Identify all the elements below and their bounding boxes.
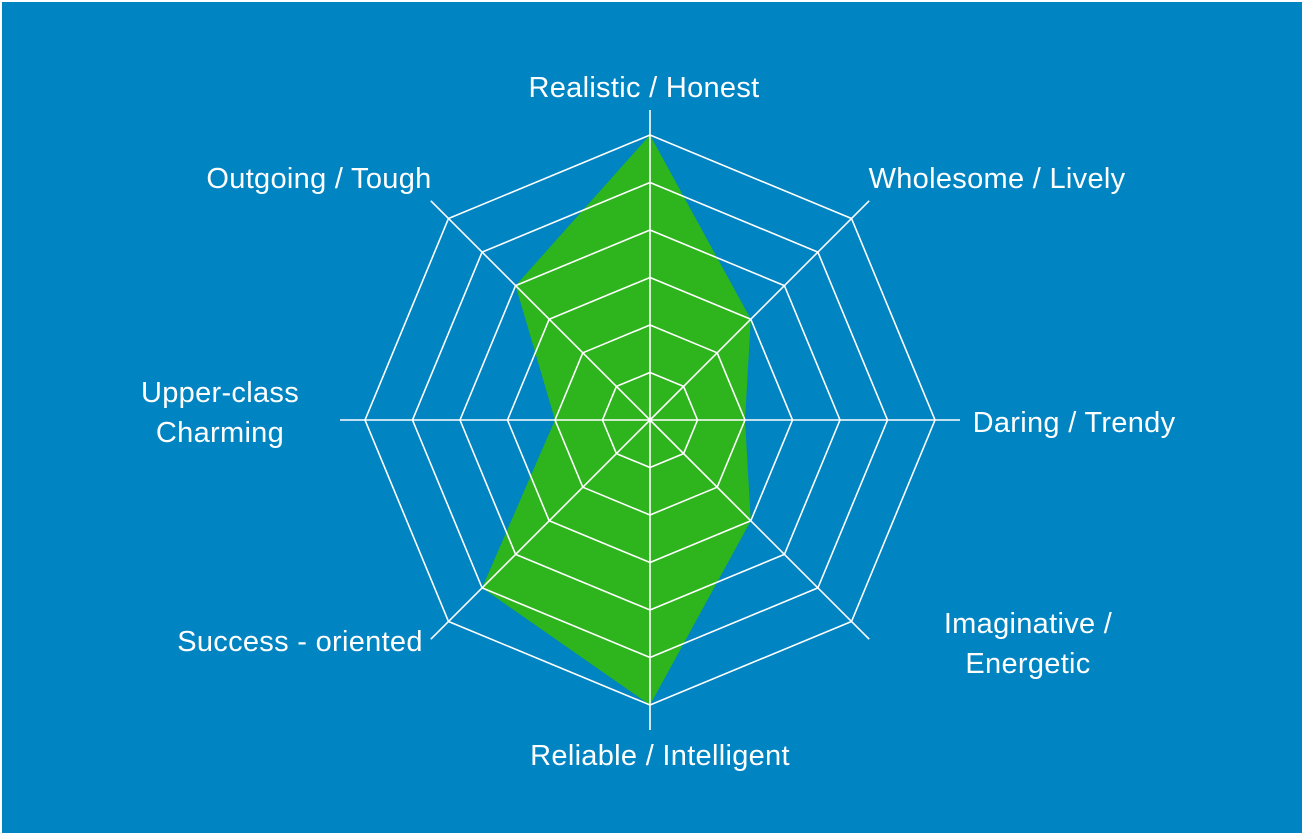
axis-line: [649, 419, 870, 640]
axis-label-reliable-intelligent: Reliable / Intelligent: [530, 740, 790, 772]
axis-label-outgoing-tough: Outgoing / Tough: [206, 163, 432, 195]
axis-label-upper-class-charming: Upper-class Charming: [140, 377, 300, 449]
axis-label-realistic-honest: Realistic / Honest: [528, 72, 760, 104]
axis-line: [430, 419, 651, 640]
axis-line: [430, 200, 651, 421]
axis-line: [649, 200, 870, 421]
axis-label-imaginative-energetic: Imaginative / Energetic: [943, 608, 1113, 680]
axis-label-success-oriented: Success - oriented: [177, 626, 423, 658]
axis-label-daring-trendy: Daring / Trendy: [972, 407, 1176, 439]
axis-label-wholesome-lively: Wholesome / Lively: [868, 163, 1126, 195]
